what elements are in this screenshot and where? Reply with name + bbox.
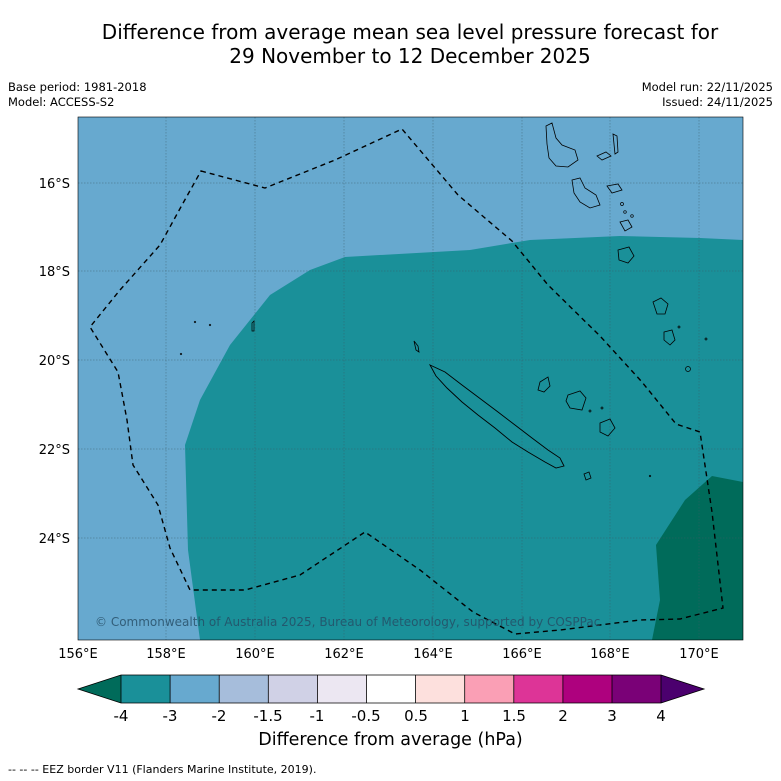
copyright-notice: © Commonwealth of Australia 2025, Bureau…: [95, 615, 600, 629]
gridlines: [78, 117, 743, 640]
island-aneityum: [663, 329, 676, 346]
island-lifou: [565, 390, 587, 411]
island-tanna: [652, 297, 669, 315]
colorbar-segment: [612, 675, 661, 703]
lon-label: 160°E: [235, 647, 275, 662]
lat-labels: 16°S 18°S 20°S 22°S 24°S: [39, 177, 70, 547]
base-period: Base period: 1981-2018: [8, 80, 147, 94]
page-title: Difference from average mean sea level p…: [0, 20, 781, 68]
island-new-caledonia: [428, 364, 565, 469]
lat-label: 18°S: [39, 265, 70, 280]
model-run: Model run: 22/11/2025: [641, 80, 773, 94]
colorbar-tick: -0.5: [351, 707, 380, 725]
lon-label: 158°E: [146, 647, 186, 662]
colorbar-tick: 3: [607, 707, 617, 725]
colorbar-segment: [268, 675, 318, 703]
colorbar-tick: -1.5: [253, 707, 282, 725]
colorbar-tick: -4: [114, 707, 129, 725]
lon-label: 168°E: [590, 647, 630, 662]
colorbar-tick: 2: [558, 707, 568, 725]
island-ambae: [596, 151, 612, 161]
island-ile-des-pins: [583, 471, 592, 481]
island-maewo: [612, 133, 619, 155]
colorbar-segment: [562, 675, 612, 703]
island-erromango: [617, 246, 635, 264]
meta-left: Base period: 1981-2018 Model: ACCESS-S2: [8, 80, 147, 110]
island-efate: [619, 219, 633, 232]
map-panel: © Commonwealth of Australia 2025, Bureau…: [77, 116, 744, 641]
colorbar-segment: [464, 675, 514, 703]
lat-label: 22°S: [39, 443, 70, 458]
eez-footer-note: -- -- -- EEZ border V11 (Flanders Marine…: [8, 763, 317, 776]
map-frame: [77, 116, 744, 641]
small-islets: [179, 202, 708, 478]
colorbar-segment: [513, 675, 563, 703]
colorbar-segment: [170, 675, 220, 703]
colorbar-segment: [415, 675, 465, 703]
colorbar-tick: 1: [460, 707, 470, 725]
lat-label: 20°S: [39, 354, 70, 369]
colorbar-tick: 4: [656, 707, 666, 725]
lon-label: 166°E: [502, 647, 542, 662]
colorbar-over-arrow: [661, 675, 704, 703]
meta-right: Model run: 22/11/2025 Issued: 24/11/2025: [642, 80, 773, 110]
anomaly-zone-below-minus4: [652, 476, 743, 640]
island-ouvea: [537, 376, 551, 393]
title-line-1: Difference from average mean sea level p…: [101, 20, 719, 44]
island-espiritu-santo: [545, 122, 579, 168]
colorbar-tick: -3: [163, 707, 178, 725]
colorbar-under-arrow: [78, 675, 121, 703]
colorbar-segment: [317, 675, 367, 703]
colorbar-segment: [219, 675, 269, 703]
model-name: Model: ACCESS-S2: [8, 95, 115, 109]
lon-label: 170°E: [679, 647, 719, 662]
lon-label: 164°E: [413, 647, 453, 662]
colorbar-tick: 1.5: [502, 707, 526, 725]
colorbar-tick: 0.5: [404, 707, 428, 725]
colorbar-tick: -1: [310, 707, 325, 725]
eez-border: [89, 128, 724, 635]
colorbar-segment: [121, 675, 171, 703]
issued-date: Issued: 24/11/2025: [662, 95, 773, 109]
island-mare: [599, 418, 616, 437]
lon-label: 162°E: [324, 647, 364, 662]
colorbar-segment: [366, 675, 416, 703]
colorbar: -4 -3 -2 -1.5 -1 -0.5 0.5 1 1.5 2 3 4: [76, 674, 706, 725]
lon-labels: 156°E 158°E 160°E 162°E 164°E 166°E 168°…: [58, 647, 719, 662]
colorbar-title: Difference from average (hPa): [258, 730, 523, 750]
lat-label: 24°S: [39, 532, 70, 547]
title-line-2: 29 November to 12 December 2025: [229, 44, 591, 68]
island-ambrym: [606, 183, 623, 194]
anomaly-zone-minus3-to-minus4: [185, 236, 743, 640]
island-belep: [413, 340, 420, 353]
island-malekula: [571, 177, 601, 209]
colorbar-tick: -2: [212, 707, 227, 725]
lat-label: 16°S: [39, 177, 70, 192]
lon-label: 156°E: [58, 647, 98, 662]
